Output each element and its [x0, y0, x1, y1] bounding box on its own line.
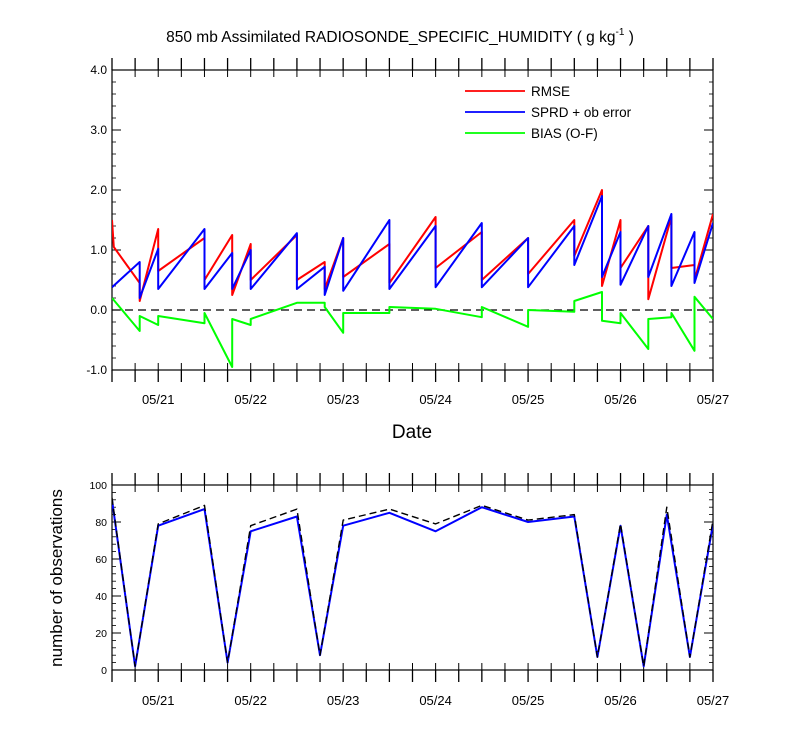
x-tick-label: 05/21	[142, 392, 175, 407]
series-line-rmse	[112, 189, 713, 302]
x-tick-label: 05/24	[419, 392, 452, 407]
x-axis-label: Date	[392, 422, 432, 443]
y-tick-label: 3.0	[90, 123, 107, 137]
legend-label: SPRD + ob error	[531, 105, 632, 120]
y-tick-label: 40	[95, 591, 107, 603]
x-tick-label: 05/22	[234, 693, 267, 708]
x-tick-label: 05/26	[604, 392, 637, 407]
top-axes: -1.0 0.0 1.0 2.0 3.0 4.0 05/21 05/22 05/23 05/24 0…	[86, 58, 729, 407]
x-tick-label: 05/23	[327, 392, 360, 407]
y-tick-label: 60	[95, 554, 107, 566]
x-tick-label: 05/24	[419, 693, 452, 708]
x-tick-label: 05/21	[142, 693, 175, 708]
x-tick-label: 05/26	[604, 693, 637, 708]
y-tick-label: 0.0	[90, 303, 107, 317]
y-tick-label: 0	[101, 665, 107, 677]
y-tick-label: 2.0	[90, 183, 107, 197]
bottom-axes: 0 20 40 60 80 100 05/21 05/22 05/23 05/24 05/25 05/…	[89, 473, 729, 708]
legend-label: BIAS (O-F)	[531, 126, 598, 141]
series-line-assimilated	[112, 499, 713, 668]
top-series-layer	[112, 189, 713, 368]
bottom-series-layer	[112, 497, 713, 668]
y-tick-label: 80	[95, 517, 107, 529]
y-tick-label: 20	[95, 628, 107, 640]
series-line-total	[112, 497, 713, 667]
observations-panel: 0 20 40 60 80 100 05/21 05/22 05/23 05/24 05/25 05/…	[47, 473, 729, 708]
y-tick-label: 4.0	[90, 63, 107, 77]
chart-title: 850 mb Assimilated RADIOSONDE_SPECIFIC_H…	[166, 27, 634, 46]
legend-label: RMSE	[531, 84, 570, 99]
title-superscript: -1	[615, 27, 624, 38]
x-tick-label: 05/22	[234, 392, 267, 407]
x-tick-label: 05/25	[512, 392, 545, 407]
x-tick-label: 05/25	[512, 693, 545, 708]
y-tick-label: 100	[89, 480, 107, 492]
plot-frame	[111, 484, 714, 671]
x-tick-label: 05/27	[697, 392, 730, 407]
y-axis-label: number of observations	[47, 489, 66, 667]
x-tick-label: 05/23	[327, 693, 360, 708]
y-tick-label: -1.0	[86, 363, 107, 377]
y-tick-label: 1.0	[90, 243, 107, 257]
legend: RMSE SPRD + ob error BIAS (O-F)	[465, 84, 632, 141]
humidity-panel: 850 mb Assimilated RADIOSONDE_SPECIFIC_H…	[86, 27, 729, 443]
series-line-bias-o-f	[112, 291, 713, 368]
series-line-sprd-ob-error	[112, 195, 713, 299]
x-tick-label: 05/27	[697, 693, 730, 708]
